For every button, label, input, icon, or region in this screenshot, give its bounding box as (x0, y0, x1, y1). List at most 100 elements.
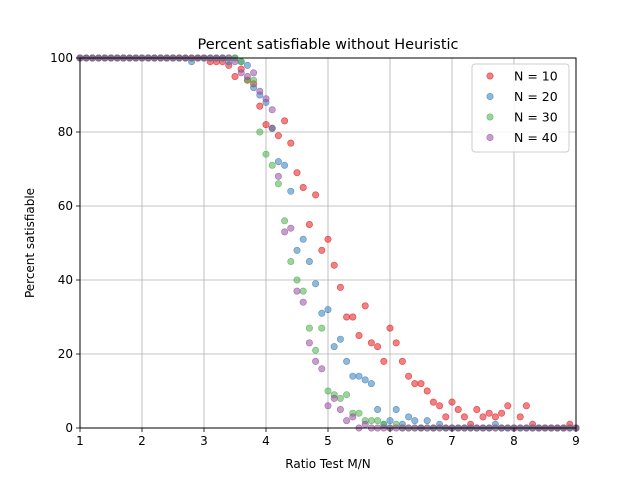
x-tick-label: 6 (386, 434, 394, 448)
x-axis-ticks: 1 2 3 4 5 6 7 8 9 (76, 428, 580, 448)
legend-frame (471, 63, 570, 153)
data-point (250, 84, 258, 92)
x-tick-label: 4 (262, 434, 270, 448)
x-tick-label: 9 (572, 434, 580, 448)
data-point (287, 257, 295, 265)
data-point (355, 331, 363, 339)
data-point (268, 124, 276, 132)
data-point (367, 380, 375, 388)
data-point (429, 398, 437, 406)
data-point (274, 172, 282, 180)
data-point (293, 246, 301, 254)
data-point (281, 161, 289, 169)
y-tick-label: 20 (58, 347, 73, 361)
data-point (231, 58, 239, 66)
data-point (318, 309, 326, 317)
data-point (442, 413, 450, 421)
data-point (343, 357, 351, 365)
data-point (411, 417, 419, 425)
data-point (243, 61, 251, 69)
data-point (336, 335, 344, 343)
data-point (274, 132, 282, 140)
data-point (268, 161, 276, 169)
y-tick-label: 60 (58, 199, 73, 213)
y-tick-label: 40 (58, 273, 73, 287)
legend: N = 10 N = 20 N = 30 N = 40 (471, 63, 570, 153)
data-point (287, 224, 295, 232)
data-point (361, 302, 369, 310)
data-point (386, 417, 394, 425)
legend-label: N = 30 (514, 110, 558, 125)
x-tick-label: 2 (138, 434, 146, 448)
data-point (367, 417, 375, 425)
data-point (367, 339, 375, 347)
data-point (405, 413, 413, 421)
x-axis-label: Ratio Test M/N (285, 457, 370, 471)
legend-marker (486, 93, 494, 101)
legend-marker (486, 72, 494, 80)
data-point (491, 413, 499, 421)
data-point (312, 357, 320, 365)
data-point (287, 139, 295, 147)
data-point (454, 405, 462, 413)
data-point (305, 257, 313, 265)
data-point (398, 357, 406, 365)
data-point (324, 402, 332, 410)
data-point (318, 365, 326, 373)
data-point (473, 405, 481, 413)
data-point (330, 394, 338, 402)
data-point (349, 372, 357, 380)
x-tick-label: 7 (448, 434, 456, 448)
data-point (256, 87, 264, 95)
data-point (299, 235, 307, 243)
data-point (516, 413, 524, 421)
data-point (256, 102, 264, 110)
data-point (268, 106, 276, 114)
data-point (343, 313, 351, 321)
data-point (312, 191, 320, 199)
data-point (293, 169, 301, 177)
data-point (318, 246, 326, 254)
legend-label: N = 20 (514, 89, 558, 104)
data-point (305, 221, 313, 229)
data-point (237, 69, 245, 77)
data-point (262, 95, 270, 103)
data-point (423, 417, 431, 425)
data-point (504, 402, 512, 410)
data-point (485, 409, 493, 417)
data-point (274, 180, 282, 188)
data-point (498, 409, 506, 417)
data-point (336, 394, 344, 402)
y-axis-label: Percent satisfiable (23, 188, 37, 298)
data-point (349, 313, 357, 321)
data-point (312, 280, 320, 288)
data-point (460, 413, 468, 421)
data-point (355, 409, 363, 417)
data-point (250, 69, 258, 77)
data-point (392, 339, 400, 347)
data-point (374, 405, 382, 413)
data-point (361, 376, 369, 384)
data-point (386, 324, 394, 332)
data-point (231, 73, 239, 81)
data-point (262, 150, 270, 158)
data-point (361, 420, 369, 428)
data-point (380, 357, 388, 365)
y-tick-label: 100 (50, 51, 73, 65)
data-point (330, 343, 338, 351)
data-point (243, 73, 251, 81)
legend-label: N = 40 (514, 130, 558, 145)
legend-label: N = 10 (514, 69, 558, 84)
data-point (343, 417, 351, 425)
data-point (336, 283, 344, 291)
data-point (293, 276, 301, 284)
series-4 (76, 54, 580, 432)
x-tick-label: 3 (200, 434, 208, 448)
legend-marker (486, 113, 494, 121)
data-point (293, 287, 301, 295)
data-point (392, 405, 400, 413)
data-point (324, 387, 332, 395)
chart-title: Percent satisfiable without Heuristic (197, 37, 458, 53)
x-tick-label: 8 (510, 434, 518, 448)
data-point (299, 184, 307, 192)
